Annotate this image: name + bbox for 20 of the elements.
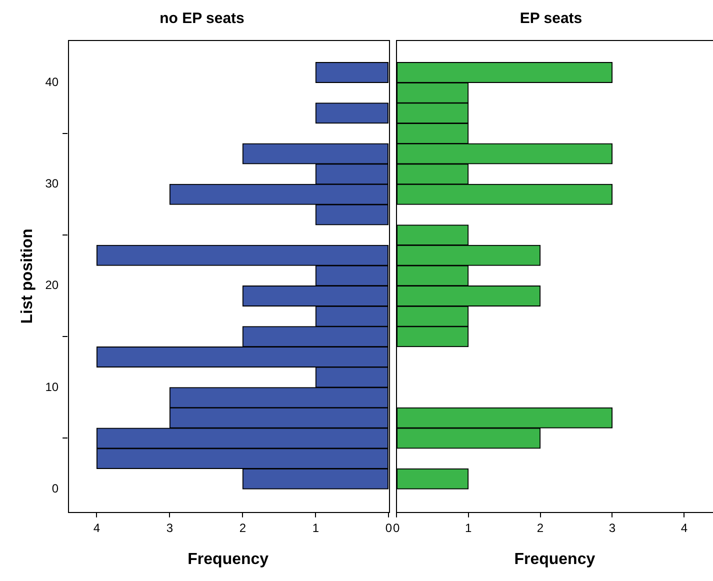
x-tick-label: 0 (385, 520, 392, 535)
x-tick-label: 2 (536, 520, 544, 535)
y-tick-label: 40 (45, 74, 59, 89)
x-tick-label: 1 (312, 520, 320, 535)
chart-title: no EP seats (160, 10, 244, 28)
x-tick-label: 1 (464, 520, 472, 535)
x-tick-label: 0 (392, 520, 400, 535)
y-tick-label: 0 (52, 481, 59, 496)
y-tick-label: 20 (45, 278, 59, 292)
x-tick-label: 4 (93, 520, 100, 535)
y-axis-title: List position (19, 228, 36, 324)
y-tick-label: 10 (45, 380, 59, 394)
y-tick-label: 30 (45, 176, 59, 191)
x-axis-title: Frequency (514, 550, 596, 568)
x-tick-label: 3 (166, 520, 174, 535)
x-tick-label: 4 (680, 520, 688, 535)
x-tick-label: 2 (239, 520, 246, 535)
x-axis-title: Frequency (188, 550, 269, 568)
chart-title: EP seats (520, 10, 582, 28)
x-tick-label: 3 (608, 520, 616, 535)
